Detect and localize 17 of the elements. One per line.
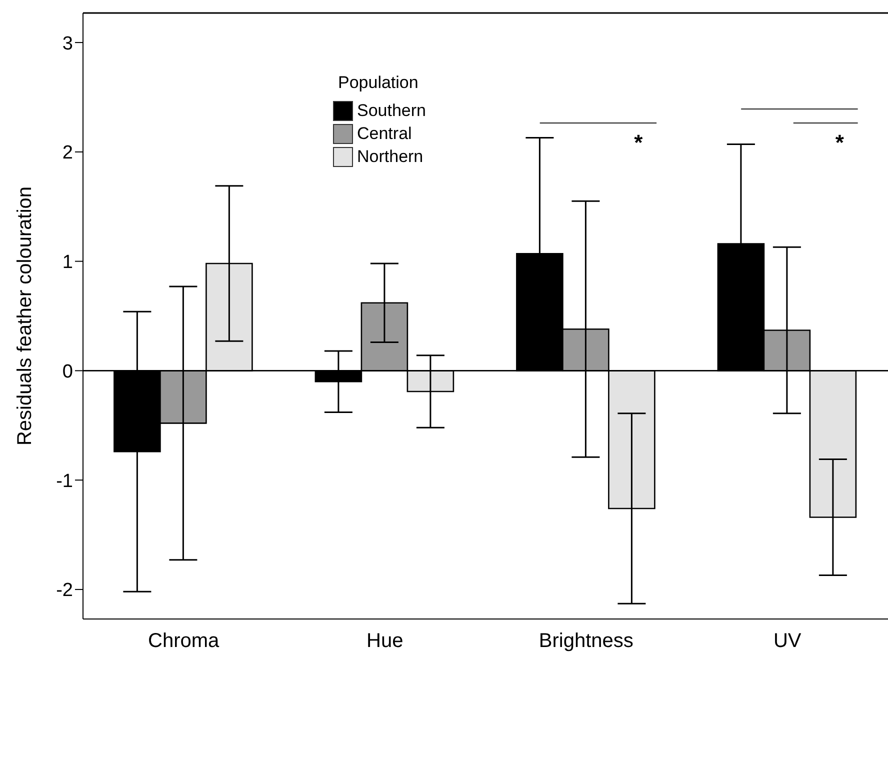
y-tick-label: 2 [62, 142, 73, 164]
x-tick-label: Hue [366, 630, 404, 652]
y-tick-label: 0 [62, 361, 73, 382]
legend-label: Northern [357, 146, 424, 166]
legend-title: Population [338, 73, 420, 93]
y-tick-label: 3 [62, 33, 73, 54]
x-tick-label: Brightness [538, 630, 634, 652]
y-axis-title: Residuals feather colouration [14, 186, 36, 446]
annotation: * [634, 130, 644, 155]
y-tick-label: -2 [56, 580, 73, 602]
y-tick-label: -1 [56, 470, 73, 492]
legend-label: Southern [357, 100, 426, 120]
y-tick-label: 1 [62, 252, 73, 274]
legend-label: Central [357, 124, 412, 144]
annotation: * [835, 130, 844, 155]
x-tick-label: UV [773, 630, 802, 652]
x-tick-label: Chroma [148, 630, 220, 652]
